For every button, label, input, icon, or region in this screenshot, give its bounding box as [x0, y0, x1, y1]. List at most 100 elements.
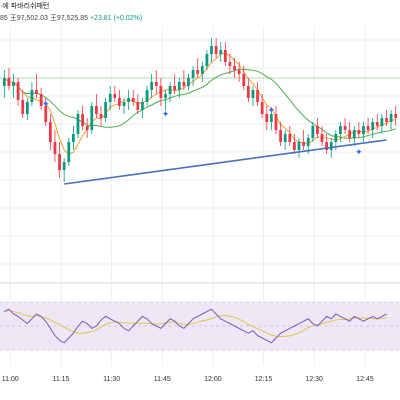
- candle-body: [293, 142, 296, 150]
- ohlc-low: 王97,502.03: [9, 15, 48, 22]
- candle-body: [58, 154, 61, 170]
- candle-body: [30, 90, 34, 102]
- candle-body: [279, 130, 282, 142]
- candle-body: [320, 134, 324, 142]
- candle-body: [108, 94, 112, 102]
- candle-body: [141, 102, 144, 110]
- candle-body: [251, 90, 255, 98]
- candle-body: [371, 122, 375, 130]
- x-axis-tick-label: 11:00: [2, 376, 19, 383]
- candle-body: [62, 162, 66, 170]
- trendline: [64, 139, 387, 185]
- candle-body: [90, 106, 94, 130]
- candle-body: [283, 134, 287, 142]
- candle-body: [122, 102, 126, 106]
- candle-body: [394, 114, 398, 118]
- candle-body: [219, 50, 223, 54]
- candle-body: [357, 130, 361, 134]
- candle-body: [191, 70, 195, 78]
- candle-body: [150, 82, 154, 90]
- candle-body: [352, 130, 356, 138]
- candle-body: [145, 90, 149, 102]
- candle-body: [113, 94, 117, 98]
- candle-body: [274, 114, 278, 130]
- candle-body: [21, 100, 25, 114]
- candle-body: [242, 74, 246, 86]
- candle-body: [339, 126, 342, 134]
- candle-body: [325, 142, 329, 150]
- candle-body: [177, 82, 181, 90]
- pattern-marker-icon: ✦: [42, 99, 50, 109]
- candle-body: [366, 126, 370, 130]
- pattern-marker-icon: ✦: [355, 147, 363, 157]
- candle-body: [127, 98, 131, 102]
- candle-body: [35, 90, 38, 94]
- ohlc-close: 王97,525.85: [49, 15, 89, 22]
- candle-body: [7, 78, 11, 86]
- ohlc-prefix: 85: [0, 15, 8, 22]
- candle-body: [104, 102, 107, 118]
- x-axis-tick-label: 11:45: [154, 376, 171, 383]
- candle-body: [85, 126, 89, 130]
- candle-body: [223, 50, 227, 62]
- candle-body: [329, 142, 333, 150]
- candle-body: [118, 98, 121, 106]
- x-axis-tick-label: 12:00: [204, 376, 222, 383]
- candle-body: [334, 134, 338, 142]
- moving-average-slow-line: [3, 68, 396, 140]
- candle-body: [164, 94, 167, 98]
- candle-body: [297, 142, 301, 150]
- candle-body: [265, 114, 269, 122]
- candle-body: [39, 94, 43, 106]
- pattern-marker-icon: ✦: [268, 105, 276, 115]
- candle-body: [316, 126, 319, 134]
- candle-body: [343, 126, 347, 130]
- chart-title: ·에 파바리쉬패턴: [0, 3, 50, 10]
- candle-body: [196, 70, 200, 74]
- candle-body: [187, 78, 190, 86]
- candle-body: [205, 54, 209, 66]
- candle-body: [288, 134, 292, 142]
- x-axis-tick-label: 12:30: [305, 376, 323, 383]
- candle-body: [385, 118, 388, 122]
- candle-body: [246, 86, 250, 98]
- candle-body: [302, 142, 305, 146]
- candle-body: [53, 142, 57, 154]
- candle-body: [81, 114, 84, 126]
- candle-body: [260, 102, 264, 114]
- candle-body: [214, 46, 218, 54]
- candle-body: [306, 138, 310, 146]
- candle-body: [48, 122, 52, 142]
- candle-body: [44, 106, 48, 122]
- rsi-line: [4, 308, 387, 344]
- candle-body: [95, 106, 98, 114]
- candle-body: [269, 114, 273, 122]
- candle-body: [256, 90, 259, 102]
- candle-body: [12, 82, 15, 86]
- candle-body: [99, 114, 103, 118]
- candle-body: [228, 62, 232, 66]
- candle-body: [233, 66, 236, 70]
- candle-body: [348, 130, 352, 138]
- candle-body: [200, 66, 204, 74]
- x-axis-tick-label: 11:15: [52, 376, 69, 383]
- candle-body: [311, 126, 315, 138]
- candle-body: [71, 134, 75, 142]
- candle-body: [182, 82, 186, 86]
- candle-body: [362, 126, 365, 134]
- candle-body: [168, 86, 172, 94]
- candle-body: [159, 86, 163, 98]
- candle-body: [2, 78, 6, 86]
- candle-body: [154, 82, 158, 86]
- candle-body: [380, 118, 384, 126]
- ohlc-readout: 85 王97,502.03 王97,525.85 +23.81 (+0.02%): [0, 13, 142, 23]
- candle-body: [237, 70, 241, 74]
- x-axis-tick-label: 11:30: [103, 376, 120, 383]
- candle-body: [173, 86, 177, 90]
- candle-body: [210, 46, 213, 54]
- candle-body: [389, 114, 393, 122]
- candle-body: [25, 102, 29, 114]
- ohlc-change: +23.81 (+0.02%): [89, 15, 143, 22]
